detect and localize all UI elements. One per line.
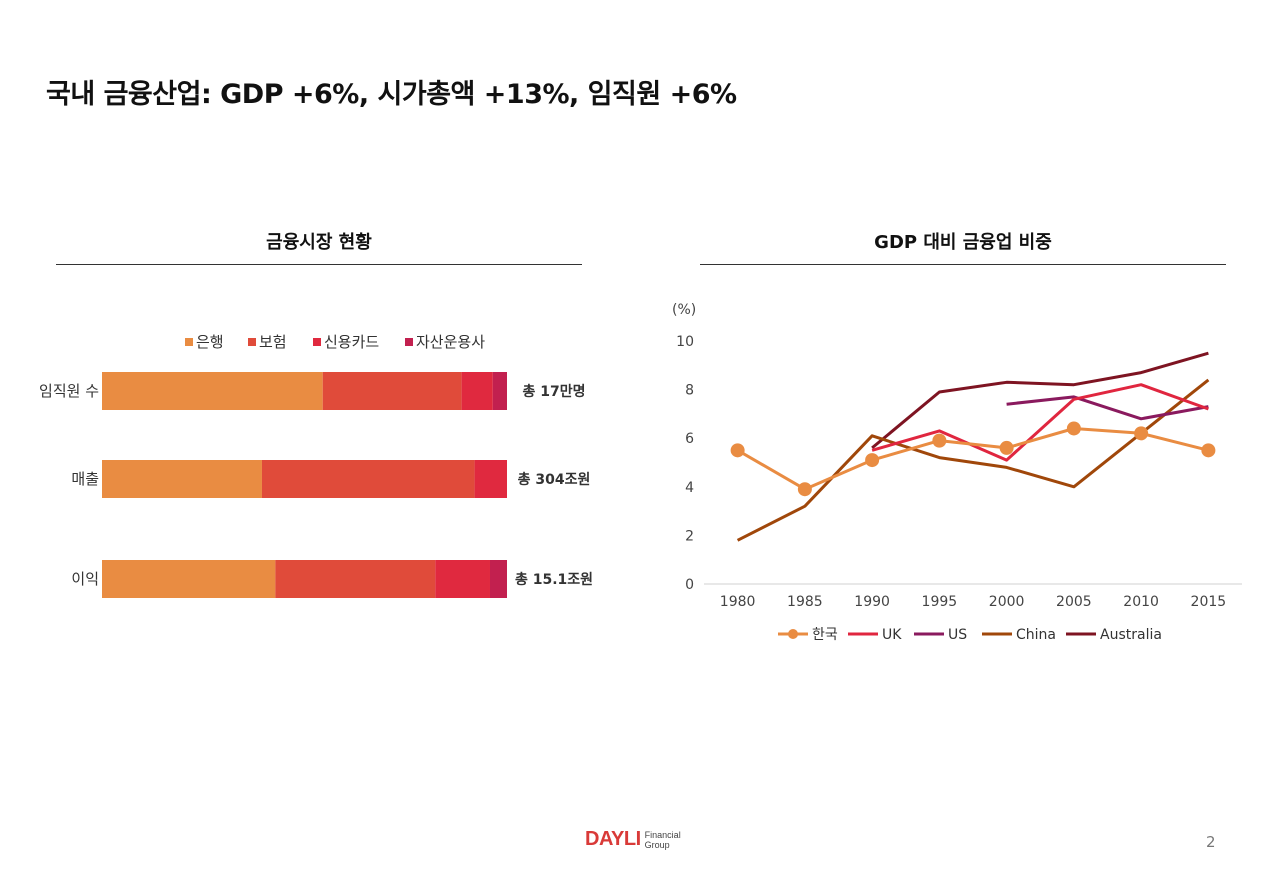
logo-sub-line1: Financial <box>644 829 681 840</box>
bar-category-label: 임직원 수 <box>39 382 99 400</box>
page-number: 2 <box>1206 833 1216 851</box>
bar-legend: 은행 보험 신용카드 자산운용사 <box>185 333 485 351</box>
series-line <box>871 383 1209 462</box>
x-tick-label: 1985 <box>787 594 823 610</box>
legend-label: 신용카드 <box>324 333 379 351</box>
x-tick-label: 1980 <box>720 594 756 610</box>
legend-label: 한국 <box>812 627 838 643</box>
logo-sub-line2: Group <box>644 839 670 850</box>
company-logo: DAYLI Financial Group <box>585 828 681 851</box>
bar-segment <box>489 560 507 598</box>
logo-subtext: Financial Group <box>645 830 681 850</box>
bar-segment <box>461 372 493 410</box>
bar-segment <box>261 460 475 498</box>
line-legend: 한국 UK US China Australia <box>778 627 1162 643</box>
data-point <box>730 443 745 458</box>
legend-label: US <box>948 627 967 643</box>
line-series <box>730 351 1216 542</box>
x-tick-label: 2010 <box>1123 594 1159 610</box>
bar-segment <box>474 460 507 498</box>
bar-segment <box>102 372 323 410</box>
bar-segment <box>435 560 490 598</box>
legend-swatch <box>405 338 413 346</box>
x-tick-label: 2000 <box>989 594 1025 610</box>
legend-label: China <box>1016 627 1056 643</box>
legend-swatch <box>185 338 193 346</box>
slide-title: 국내 금융산업: GDP +6%, 시가총액 +13%, 임직원 +6% <box>46 79 737 110</box>
bar-total-label: 총 17만명 <box>523 383 586 400</box>
y-tick-label: 4 <box>685 480 694 496</box>
line-chart: (%) 0 2 4 6 8 10 1980 1985 1990 1995 2000 2005 2010 2… <box>672 302 1242 643</box>
logo-wordmark: DAYLI <box>585 828 641 850</box>
y-tick-label: 10 <box>676 334 694 350</box>
y-tick-label: 8 <box>685 383 694 399</box>
series-line <box>736 378 1210 542</box>
data-point <box>932 433 947 448</box>
legend-label: UK <box>882 627 902 643</box>
bar-chart-title-rule <box>56 264 582 265</box>
legend-swatch <box>248 338 256 346</box>
data-point <box>1066 421 1081 436</box>
bar-segment <box>102 460 262 498</box>
legend-marker <box>788 629 798 639</box>
data-point <box>999 440 1014 455</box>
x-tick-label: 1995 <box>922 594 958 610</box>
y-tick-label: 0 <box>685 577 694 593</box>
line-chart-title: GDP 대비 금융업 비중 <box>874 232 1052 253</box>
line-axes: 0 2 4 6 8 10 1980 1985 1990 1995 2000 2005 2010 2015 <box>676 334 1242 610</box>
x-tick-label: 2005 <box>1056 594 1092 610</box>
data-point <box>865 453 880 468</box>
legend-label: 자산운용사 <box>416 333 485 351</box>
legend-swatch <box>313 338 321 346</box>
legend-label: 보험 <box>259 333 287 351</box>
legend-label: Australia <box>1100 627 1162 643</box>
bar-category-label: 매출 <box>71 470 99 488</box>
y-unit-label: (%) <box>672 302 696 318</box>
y-tick-label: 6 <box>685 431 694 447</box>
x-tick-label: 1990 <box>854 594 890 610</box>
series-line <box>871 351 1209 450</box>
bar-category-label: 이익 <box>71 570 99 588</box>
series-line <box>736 427 1209 491</box>
legend-label: 은행 <box>196 333 224 351</box>
data-point <box>1201 443 1216 458</box>
bar-segment <box>322 372 462 410</box>
bar-segment <box>492 372 507 410</box>
bar-total-label: 총 304조원 <box>518 472 591 488</box>
bar-segment <box>275 560 436 598</box>
x-tick-label: 2015 <box>1191 594 1227 610</box>
y-tick-label: 2 <box>685 528 694 544</box>
line-chart-title-rule <box>700 264 1226 265</box>
bar-chart-title: 금융시장 현황 <box>266 232 372 253</box>
series-line <box>1006 395 1209 421</box>
bar-segment <box>102 560 276 598</box>
bar-total-label: 총 15.1조원 <box>515 572 593 588</box>
data-point <box>1134 426 1149 441</box>
data-point <box>797 482 812 497</box>
